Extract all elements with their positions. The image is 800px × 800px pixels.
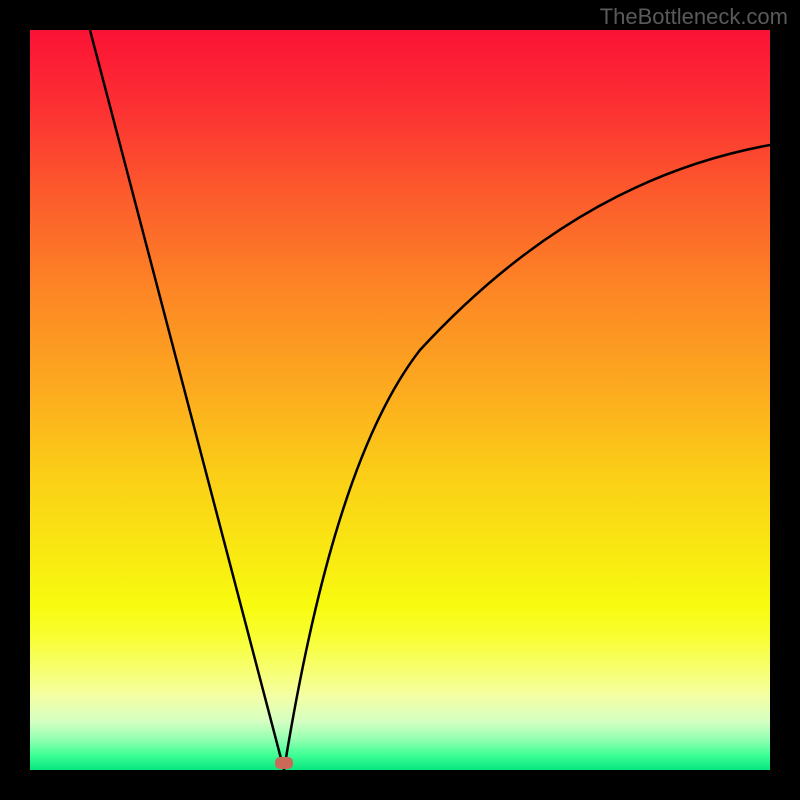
minimum-marker (275, 757, 293, 769)
chart-svg (0, 0, 800, 800)
attribution-text: TheBottleneck.com (600, 4, 788, 30)
gradient-background (30, 30, 770, 770)
bottleneck-chart: TheBottleneck.com (0, 0, 800, 800)
